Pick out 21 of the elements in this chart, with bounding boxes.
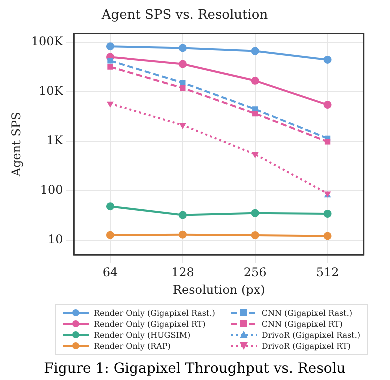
legend-label: CNN (Gigapixel RT) <box>262 320 343 328</box>
legend-label: DrivoR (Gigapixel RT) <box>262 342 351 350</box>
x-tick-label: 128 <box>171 266 194 280</box>
y-axis-title: Agent SPS <box>9 112 24 178</box>
legend-label: Render Only (RAP) <box>94 342 171 350</box>
caption: Figure 1: Gigapixel Throughput vs. Resolu <box>43 361 347 377</box>
x-tick-label: 64 <box>102 266 118 280</box>
y-tick-label: 100K <box>31 34 64 48</box>
y-tick-label: 10K <box>39 84 64 98</box>
x-tick-label: 512 <box>316 266 340 280</box>
legend-label: DrivoR (Gigapixel Rast.) <box>262 330 361 340</box>
chart-title: Agent SPS vs. Resolution <box>100 8 269 24</box>
y-tick-label: 100 <box>40 182 64 197</box>
legend-label: Render Only (Gigapixel Rast.) <box>94 308 216 318</box>
legend-label: CNN (Gigapixel Rast.) <box>262 308 352 318</box>
legend-label: Render Only (HUGSIM) <box>94 330 191 340</box>
x-axis-title: Resolution (px) <box>172 282 266 297</box>
y-tick-label: 1K <box>46 133 64 148</box>
legend-label: Render Only (Gigapixel RT) <box>94 320 206 328</box>
x-tick-label: 256 <box>244 266 267 280</box>
y-tick-label: 10 <box>48 232 64 246</box>
